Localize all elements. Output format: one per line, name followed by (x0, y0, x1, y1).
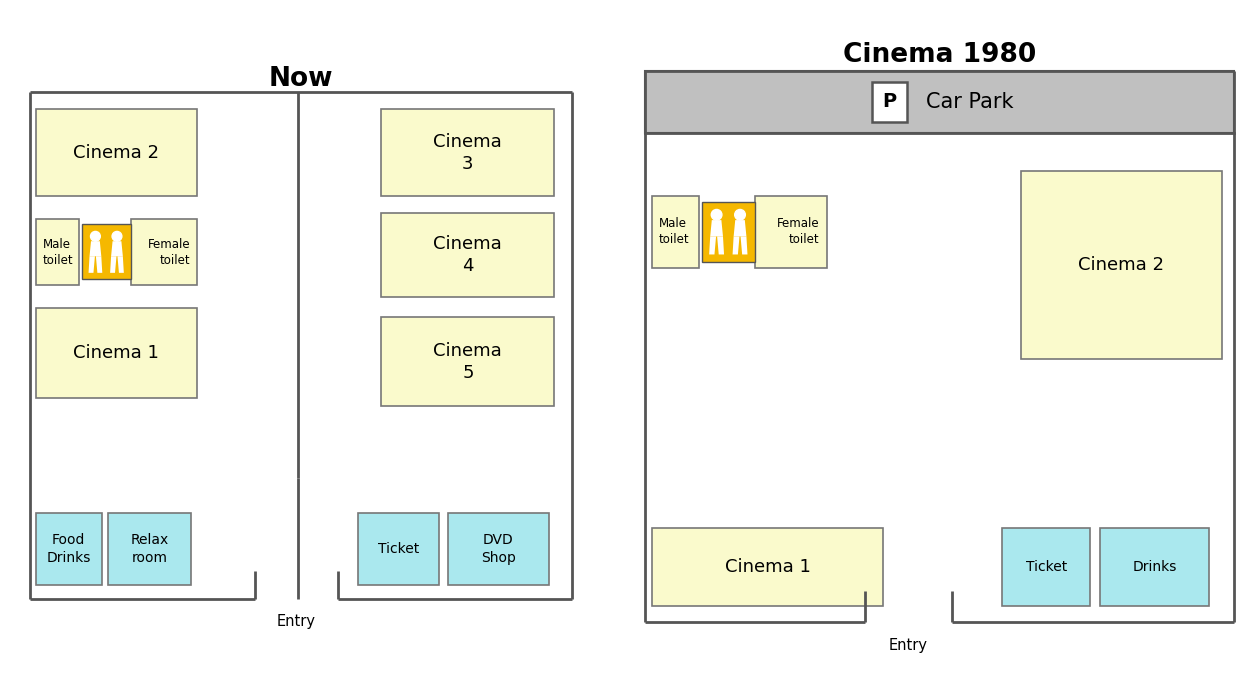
Text: Food
Drinks: Food Drinks (46, 533, 91, 564)
Text: Cinema
5: Cinema 5 (434, 341, 502, 381)
Bar (81, 224, 130, 279)
Text: Female
toilet: Female toilet (777, 218, 819, 246)
Bar (1021, 171, 1222, 359)
Bar (652, 528, 883, 607)
Bar (754, 196, 827, 268)
Bar (130, 219, 197, 285)
Text: Entry: Entry (888, 638, 928, 653)
Text: Ticket: Ticket (1026, 560, 1066, 574)
Bar (702, 201, 754, 262)
Polygon shape (709, 237, 715, 254)
Polygon shape (96, 256, 103, 273)
Text: Cinema 1: Cinema 1 (724, 558, 811, 576)
Bar (35, 219, 79, 285)
Bar (35, 109, 197, 196)
Bar (358, 513, 439, 585)
Text: DVD
Shop: DVD Shop (481, 533, 515, 564)
Text: Male
toilet: Male toilet (659, 218, 689, 246)
Text: Cinema
3: Cinema 3 (434, 133, 502, 173)
Bar (652, 196, 699, 268)
Bar (872, 82, 907, 122)
Text: Male
toilet: Male toilet (43, 237, 73, 267)
Polygon shape (733, 237, 739, 254)
Polygon shape (734, 220, 747, 237)
Text: Cinema
4: Cinema 4 (434, 235, 502, 275)
Text: Entry: Entry (277, 614, 316, 629)
Text: Drinks: Drinks (1133, 560, 1177, 574)
Bar (447, 513, 549, 585)
Bar (1002, 528, 1090, 607)
Bar (645, 71, 1234, 133)
Text: Cinema 1980: Cinema 1980 (843, 42, 1036, 69)
Text: Cinema 1: Cinema 1 (74, 344, 159, 362)
Polygon shape (110, 256, 117, 273)
Text: Cinema 2: Cinema 2 (73, 143, 159, 162)
Text: P: P (882, 92, 897, 112)
Polygon shape (112, 241, 123, 256)
Bar (35, 308, 197, 398)
Polygon shape (89, 256, 95, 273)
Bar (381, 214, 554, 296)
Bar (108, 513, 192, 585)
Polygon shape (118, 256, 124, 273)
Polygon shape (717, 237, 724, 254)
Bar (1100, 528, 1209, 607)
Polygon shape (89, 241, 101, 256)
Circle shape (712, 209, 722, 220)
Polygon shape (741, 237, 748, 254)
Circle shape (90, 231, 100, 241)
Text: Female
toilet: Female toilet (148, 237, 190, 267)
Text: Ticket: Ticket (378, 542, 420, 556)
Text: Now: Now (268, 66, 333, 92)
Text: Car Park: Car Park (926, 92, 1014, 112)
Circle shape (734, 209, 746, 220)
Bar (381, 317, 554, 406)
Text: Relax
room: Relax room (130, 533, 169, 564)
Polygon shape (710, 220, 723, 237)
Bar (35, 513, 101, 585)
Circle shape (112, 231, 122, 241)
Bar (381, 109, 554, 196)
Text: Cinema 2: Cinema 2 (1079, 256, 1164, 274)
